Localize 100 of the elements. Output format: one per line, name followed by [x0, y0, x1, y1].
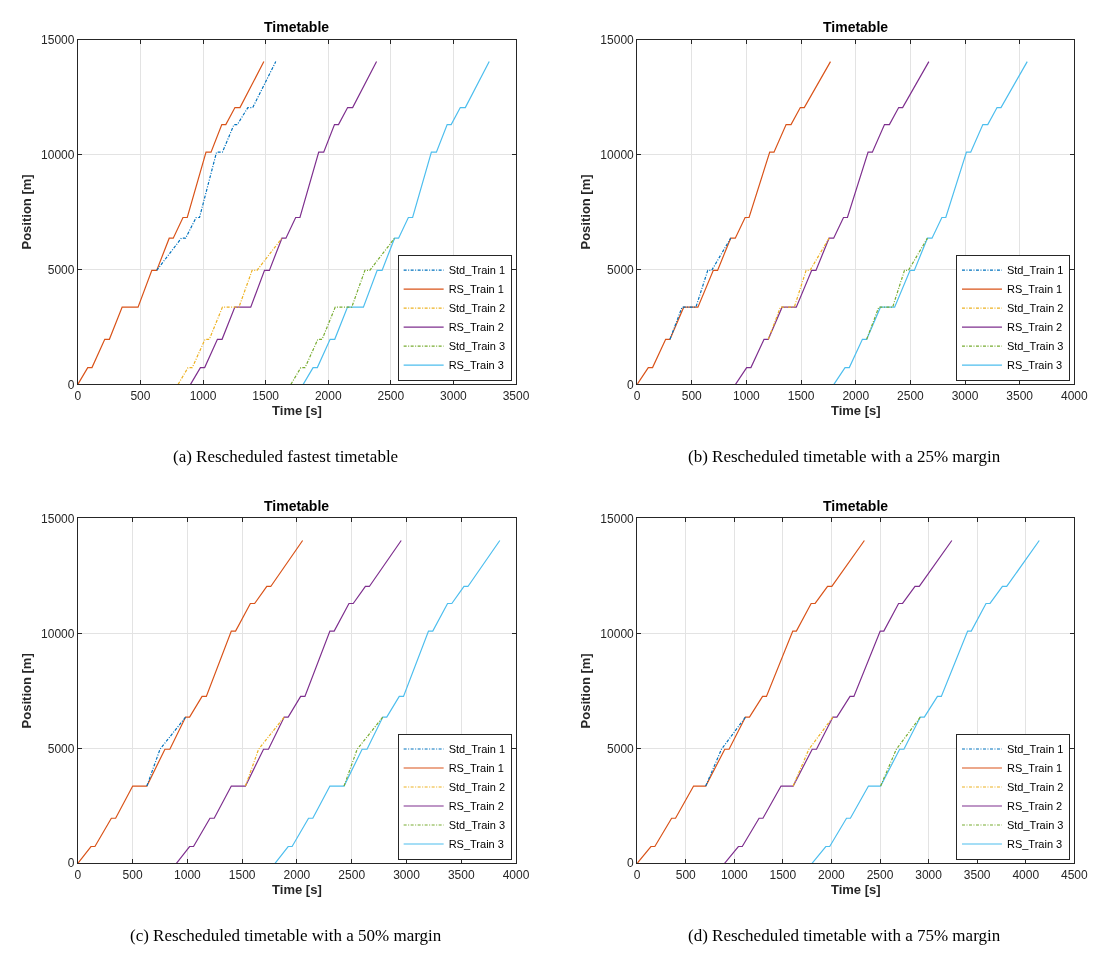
x-tick-label: 4000 — [1012, 867, 1040, 882]
x-tick-label: 1000 — [189, 388, 217, 403]
y-tick-label: 0 — [67, 856, 75, 871]
x-tick-label: 1500 — [787, 388, 815, 403]
y-axis-title: Position [m] — [578, 174, 594, 250]
y-tick-label: 10000 — [41, 147, 75, 162]
x-tick-label: 4500 — [1060, 867, 1089, 882]
x-tick-label: 1500 — [252, 388, 280, 403]
legend-label: RS_Train 1 — [448, 762, 504, 775]
y-tick-label: 5000 — [47, 741, 75, 756]
x-tick-label: 3000 — [393, 867, 421, 882]
text: (a) Rescheduled fastest timetable — [173, 447, 399, 466]
line-series — [156, 60, 277, 271]
legend-label: Std_Train 3 — [448, 819, 506, 832]
legend-label: Std_Train 3 — [1006, 819, 1064, 832]
legend-label: RS_Train 3 — [448, 359, 504, 372]
x-tick-label: 2000 — [818, 867, 846, 882]
line-series — [77, 60, 265, 385]
y-axis-title: Position [m] — [19, 174, 35, 250]
x-tick-label: 3500 — [963, 867, 991, 882]
x-tick-label: 1500 — [228, 867, 256, 882]
legend-label: Std_Train 2 — [1006, 302, 1064, 315]
legend-label: RS_Train 1 — [448, 283, 504, 296]
x-tick-label: 1500 — [769, 867, 797, 882]
x-tick-label: 500 — [681, 388, 703, 403]
y-tick-label: 15000 — [41, 32, 75, 47]
y-tick-label: 10000 — [41, 626, 75, 641]
legend-label: Std_Train 1 — [1006, 264, 1064, 277]
legend-label: RS_Train 3 — [1006, 359, 1063, 372]
line-series — [866, 237, 929, 340]
legend-label: Std_Train 3 — [448, 340, 506, 353]
y-tick-label: 0 — [627, 377, 635, 392]
legend-label: RS_Train 3 — [1006, 838, 1063, 851]
legend-label: RS_Train 3 — [448, 838, 504, 851]
x-tick-label: 2500 — [338, 867, 366, 882]
x-tick-label: 4000 — [1060, 388, 1089, 403]
line-series — [767, 237, 830, 340]
x-axis-title: Time [s] — [272, 882, 322, 898]
legend-label: RS_Train 2 — [448, 321, 504, 334]
x-tick-label: 4000 — [502, 867, 530, 882]
legend-label: Std_Train 2 — [448, 781, 506, 794]
y-tick-label: 15000 — [41, 511, 75, 526]
line-series — [189, 60, 378, 385]
line-series — [734, 60, 930, 385]
line-series — [669, 237, 732, 340]
y-tick-label: 0 — [627, 856, 635, 871]
y-tick-label: 15000 — [600, 32, 635, 47]
legend-label: RS_Train 2 — [448, 800, 504, 813]
legend-label: Std_Train 3 — [1006, 340, 1064, 353]
x-tick-label: 2500 — [377, 388, 405, 403]
x-axis-title: Time [s] — [830, 403, 881, 419]
line-series — [177, 237, 283, 385]
y-tick-label: 5000 — [47, 262, 75, 277]
x-tick-label: 3500 — [447, 867, 475, 882]
line-series — [637, 539, 865, 864]
x-tick-label: 500 — [675, 867, 697, 882]
chart-title: Timetable — [264, 19, 330, 35]
legend-label: Std_Train 1 — [448, 264, 506, 277]
x-tick-label: 2000 — [842, 388, 870, 403]
line-series — [77, 539, 304, 864]
chart-title: Timetable — [823, 19, 889, 35]
x-tick-label: 500 — [122, 867, 143, 882]
legend-label: RS_Train 2 — [1006, 800, 1063, 813]
chart-title: Timetable — [823, 498, 889, 514]
y-tick-label: 5000 — [607, 741, 635, 756]
line-series — [723, 539, 953, 864]
x-tick-label: 2000 — [314, 388, 342, 403]
line-series — [637, 60, 832, 385]
y-tick-label: 5000 — [607, 262, 635, 277]
x-tick-label: 2500 — [866, 867, 894, 882]
x-tick-label: 1000 — [720, 867, 748, 882]
x-tick-label: 2500 — [897, 388, 925, 403]
text: (c) Rescheduled timetable with a 50% margin — [130, 926, 442, 945]
x-tick-label: 3000 — [951, 388, 979, 403]
legend-label: Std_Train 2 — [1006, 781, 1064, 794]
x-tick-label: 2000 — [283, 867, 311, 882]
legend-label: RS_Train 1 — [1006, 283, 1063, 296]
text: (d) Rescheduled timetable with a 75% margin — [688, 926, 1001, 945]
legend-label: RS_Train 1 — [1006, 762, 1063, 775]
legend-label: RS_Train 2 — [1006, 321, 1063, 334]
x-axis-title: Time [s] — [272, 403, 322, 419]
x-tick-label: 3000 — [440, 388, 468, 403]
line-series — [175, 539, 402, 864]
chart-title: Timetable — [264, 498, 330, 514]
legend-label: Std_Train 1 — [1006, 743, 1064, 756]
x-axis-title: Time [s] — [830, 882, 881, 898]
x-tick-label: 1000 — [733, 388, 761, 403]
legend-label: Std_Train 2 — [448, 302, 506, 315]
line-series — [290, 237, 396, 385]
y-tick-label: 0 — [67, 377, 75, 392]
y-tick-label: 10000 — [600, 147, 635, 162]
x-tick-label: 500 — [130, 388, 151, 403]
x-tick-label: 1000 — [174, 867, 202, 882]
y-axis-title: Position [m] — [578, 653, 594, 729]
y-axis-title: Position [m] — [19, 653, 35, 729]
y-tick-label: 10000 — [600, 626, 635, 641]
x-tick-label: 3000 — [915, 867, 943, 882]
y-tick-label: 15000 — [600, 511, 635, 526]
text: (b) Rescheduled timetable with a 25% margin — [688, 447, 1001, 466]
legend-label: Std_Train 1 — [448, 743, 506, 756]
